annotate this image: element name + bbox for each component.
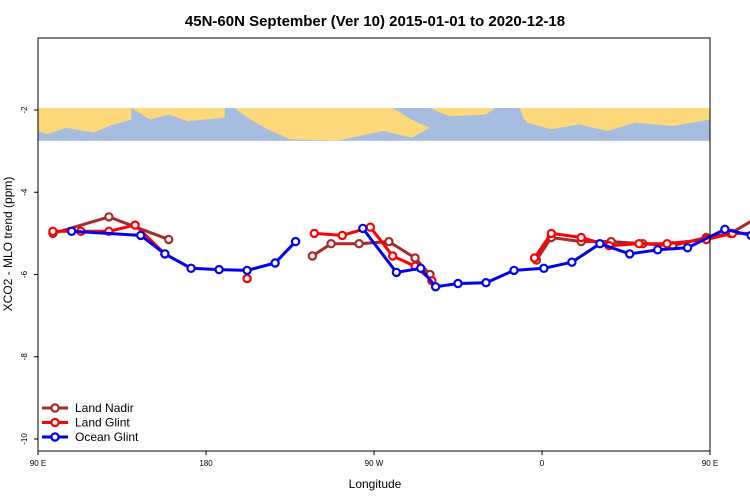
data-point	[66, 226, 77, 236]
data-point	[539, 263, 549, 273]
series-ocean-glint	[66, 223, 750, 292]
data-point	[309, 228, 319, 239]
data-point	[410, 253, 420, 263]
data-point	[242, 273, 252, 284]
data-point	[388, 251, 398, 261]
y-tick-label: -10	[20, 433, 29, 445]
data-point	[662, 238, 672, 249]
data-point	[365, 222, 375, 232]
data-point	[453, 278, 463, 289]
data-point	[546, 228, 557, 239]
series-layer	[48, 212, 750, 292]
data-point	[130, 220, 140, 230]
chart-title: 45N-60N September (Ver 10) 2015-01-01 to…	[185, 13, 565, 30]
data-point	[430, 282, 441, 292]
data-point	[634, 238, 644, 249]
legend-marker	[50, 417, 60, 428]
legend-marker	[50, 403, 60, 413]
legend-label: Ocean Glint	[75, 430, 139, 444]
data-point	[326, 238, 336, 249]
data-point	[391, 267, 402, 278]
data-point	[653, 245, 663, 255]
data-point	[104, 212, 114, 222]
map-land-region	[234, 107, 430, 141]
x-tick-label: 90 E	[30, 459, 46, 468]
data-point	[576, 232, 586, 243]
data-point	[354, 238, 364, 249]
legend-label: Land Nadir	[75, 401, 134, 415]
y-tick-label: -2	[20, 106, 29, 114]
world-map-band	[38, 107, 750, 141]
series-line	[71, 229, 297, 272]
x-tick-label: 90 E	[702, 459, 718, 468]
y-tick-label: -8	[20, 353, 29, 361]
map-land-region	[519, 107, 710, 131]
x-tick-label: 180	[199, 459, 213, 468]
data-point	[720, 224, 730, 234]
data-point	[746, 230, 750, 240]
data-point	[416, 263, 426, 273]
data-point	[481, 278, 491, 288]
data-point	[186, 263, 196, 273]
series-line	[535, 220, 750, 261]
map-land	[38, 107, 750, 141]
data-point	[529, 253, 540, 263]
map-land-region	[38, 107, 132, 135]
data-point	[290, 236, 301, 247]
data-point	[384, 236, 394, 247]
data-point	[682, 243, 693, 253]
data-point	[242, 265, 252, 276]
data-point	[625, 249, 635, 259]
y-axis: -2 -4 -6 -8 -10	[20, 106, 38, 445]
data-point	[270, 258, 280, 268]
x-tick-label: 90 W	[365, 459, 384, 468]
y-axis-label: XCO2 - MLO trend (ppm)	[1, 177, 15, 312]
data-point	[214, 264, 224, 275]
data-point	[595, 238, 605, 249]
data-point	[567, 257, 577, 267]
legend-label: Land Glint	[75, 416, 130, 430]
x-tick-label: 0	[540, 459, 545, 468]
map-land-region	[131, 107, 225, 122]
x-axis-label: Longitude	[349, 477, 402, 491]
data-point	[135, 230, 146, 241]
legend-marker	[50, 432, 60, 442]
y-tick-label: -6	[20, 270, 29, 278]
data-point	[48, 226, 58, 236]
data-point	[509, 265, 519, 276]
y-tick-label: -4	[20, 188, 29, 196]
data-point	[160, 249, 170, 259]
data-point	[358, 223, 368, 234]
data-point	[337, 230, 347, 241]
map-land-region	[430, 107, 496, 117]
data-point	[163, 234, 174, 245]
data-point	[307, 251, 318, 261]
map-land-region	[710, 108, 750, 134]
